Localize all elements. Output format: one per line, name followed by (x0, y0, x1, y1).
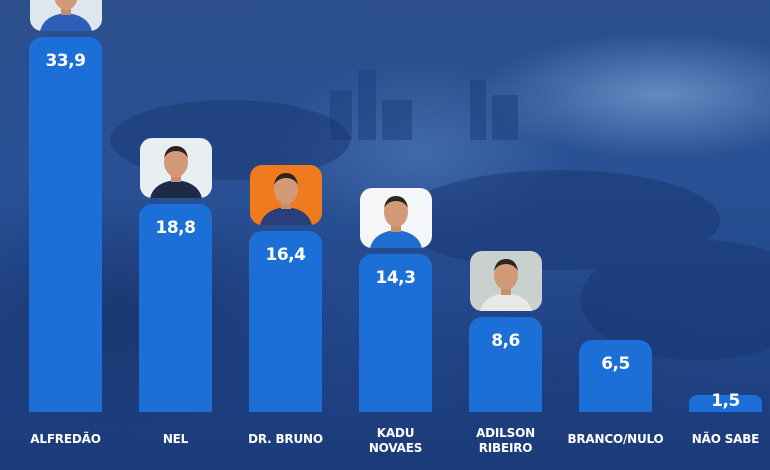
category-label-kadu-novaes: KADU NOVAES (368, 426, 423, 455)
candidate-photo-icon (29, 0, 102, 32)
candidate-photo-icon (139, 138, 212, 199)
bar-branco-nulo (579, 340, 652, 412)
bar-kadu-novaes (359, 253, 432, 412)
bar-value-nel: 18,8 (155, 218, 196, 239)
bar-value-dr-bruno: 16,4 (265, 244, 306, 265)
candidate-photo-alfredao (29, 0, 102, 32)
category-label-alfredao: ALFREDÃO (30, 432, 101, 446)
bar-alfredao (29, 37, 102, 412)
bar-dr-bruno (249, 230, 322, 412)
bar-value-alfredao: 33,9 (45, 51, 86, 72)
bar-nel (139, 204, 212, 412)
candidate-photo-icon (469, 250, 542, 311)
bar-value-kadu-novaes: 14,3 (375, 267, 416, 288)
bar-value-nao-sabe: 1,5 (711, 391, 740, 412)
candidate-photo-icon (359, 187, 432, 248)
bar-value-adilson-ribeiro: 8,6 (491, 330, 520, 351)
category-label-nao-sabe: NÃO SABE (691, 432, 760, 446)
category-label-dr-bruno: DR. BRUNO (248, 432, 323, 446)
candidate-photo-icon (249, 164, 322, 225)
candidate-photo-kadu-novaes (359, 187, 432, 248)
category-label-branco-nulo: BRANCO/NULO (567, 432, 664, 446)
candidate-photo-dr-bruno (249, 164, 322, 225)
category-label-nel: NEL (162, 432, 189, 446)
bar-adilson-ribeiro (469, 316, 542, 412)
bar-nao-sabe (689, 395, 762, 412)
bar-value-branco-nulo: 6,5 (601, 354, 630, 375)
candidate-photo-adilson-ribeiro (469, 250, 542, 311)
category-label-adilson-ribeiro: ADILSON RIBEIRO (476, 426, 535, 455)
candidate-photo-nel (139, 138, 212, 199)
